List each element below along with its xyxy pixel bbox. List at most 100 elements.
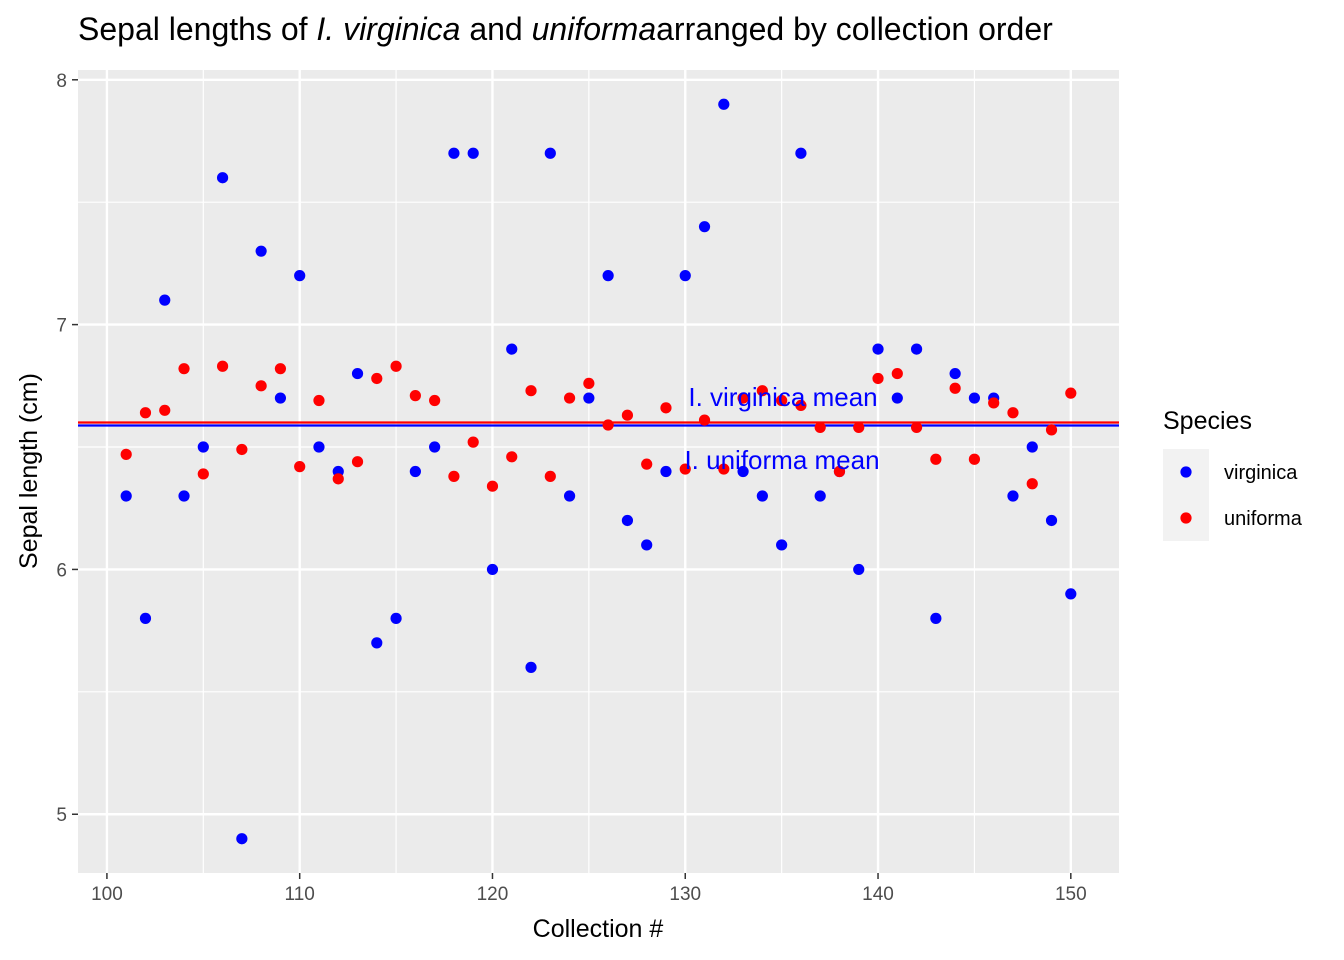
major-gridlines bbox=[78, 70, 1119, 873]
point-uniforma bbox=[968, 453, 981, 465]
point-uniforma bbox=[660, 402, 672, 414]
point-virginica bbox=[563, 490, 576, 502]
point-virginica bbox=[968, 392, 981, 404]
chart-title: Sepal lengths of I. virginica and unifor… bbox=[78, 11, 1053, 47]
x-tick-label: 150 bbox=[1055, 884, 1087, 905]
minor-gridlines bbox=[78, 70, 1119, 873]
legend-swatch-uniforma bbox=[1180, 512, 1192, 524]
point-virginica bbox=[641, 539, 653, 551]
point-uniforma bbox=[409, 390, 421, 402]
data-points bbox=[120, 98, 1077, 845]
point-uniforma bbox=[833, 465, 846, 478]
point-uniforma bbox=[159, 404, 171, 416]
chart-title-part: I. virginica bbox=[316, 11, 460, 47]
y-tick-label: 5 bbox=[56, 805, 67, 826]
point-virginica bbox=[294, 270, 306, 282]
point-uniforma bbox=[429, 394, 441, 407]
mean-annotations: I. virginica mean I. uniforma mean bbox=[684, 382, 879, 475]
y-tick-label: 6 bbox=[56, 560, 67, 581]
y-tick-label: 7 bbox=[56, 316, 67, 337]
point-virginica bbox=[795, 147, 807, 159]
legend-title: Species bbox=[1163, 407, 1252, 435]
point-uniforma bbox=[737, 392, 749, 404]
point-virginica bbox=[274, 392, 287, 404]
point-uniforma bbox=[294, 461, 306, 473]
point-virginica bbox=[891, 392, 903, 404]
point-uniforma bbox=[178, 363, 190, 375]
point-virginica bbox=[621, 514, 634, 527]
point-uniforma bbox=[544, 470, 556, 482]
point-virginica bbox=[949, 367, 961, 380]
point-virginica bbox=[120, 490, 132, 502]
point-uniforma bbox=[216, 360, 229, 372]
point-virginica bbox=[910, 343, 923, 355]
point-uniforma bbox=[390, 360, 402, 372]
point-virginica bbox=[429, 441, 441, 453]
point-uniforma bbox=[814, 421, 826, 434]
point-uniforma bbox=[525, 385, 537, 397]
point-uniforma bbox=[1026, 478, 1038, 490]
y-tick-label: 8 bbox=[56, 71, 67, 92]
point-uniforma bbox=[930, 453, 942, 465]
mean-label: I. virginica mean bbox=[688, 382, 877, 412]
point-virginica bbox=[255, 245, 267, 257]
chart-title-part: uniforma bbox=[532, 11, 657, 47]
x-axis: 100 110 120 130 140 150 bbox=[91, 873, 1087, 905]
point-uniforma bbox=[776, 394, 788, 407]
point-virginica bbox=[1065, 588, 1077, 600]
point-uniforma bbox=[506, 451, 518, 463]
point-uniforma bbox=[872, 372, 884, 385]
x-tick-label: 110 bbox=[285, 884, 315, 905]
point-virginica bbox=[1026, 441, 1038, 453]
chart-title-part: arranged by collection order bbox=[656, 11, 1053, 47]
point-uniforma bbox=[486, 480, 499, 492]
point-uniforma bbox=[756, 385, 768, 397]
point-virginica bbox=[371, 637, 383, 649]
point-uniforma bbox=[274, 363, 287, 375]
point-uniforma bbox=[467, 436, 479, 448]
x-axis-title: Collection # bbox=[533, 915, 664, 943]
point-virginica bbox=[139, 612, 152, 624]
point-virginica bbox=[178, 490, 190, 502]
point-virginica bbox=[409, 465, 421, 478]
point-uniforma bbox=[563, 392, 576, 404]
plot-panel bbox=[78, 70, 1119, 873]
point-virginica bbox=[351, 367, 364, 380]
point-virginica bbox=[525, 661, 537, 673]
point-virginica bbox=[506, 343, 518, 355]
point-uniforma bbox=[602, 419, 614, 431]
point-virginica bbox=[718, 98, 730, 110]
point-virginica bbox=[236, 833, 248, 845]
x-tick-label: 120 bbox=[477, 884, 509, 905]
point-virginica bbox=[313, 441, 325, 453]
point-virginica bbox=[583, 392, 595, 404]
point-virginica bbox=[1007, 490, 1019, 502]
point-virginica bbox=[872, 343, 884, 355]
point-uniforma bbox=[120, 448, 132, 460]
point-virginica bbox=[1045, 514, 1058, 527]
point-virginica bbox=[197, 441, 209, 453]
point-virginica bbox=[814, 490, 826, 502]
point-virginica bbox=[216, 172, 229, 184]
point-virginica bbox=[390, 612, 402, 624]
mean-lines bbox=[78, 421, 1119, 427]
point-uniforma bbox=[679, 463, 691, 475]
point-uniforma bbox=[448, 470, 460, 482]
mean-label: I. uniforma mean bbox=[684, 445, 879, 475]
point-uniforma bbox=[236, 443, 248, 456]
point-virginica bbox=[660, 465, 672, 478]
point-uniforma bbox=[197, 468, 209, 480]
point-uniforma bbox=[641, 458, 653, 470]
point-virginica bbox=[448, 147, 460, 159]
chart-title-part: and bbox=[460, 11, 531, 47]
point-uniforma bbox=[910, 421, 923, 434]
legend-label: uniforma bbox=[1224, 508, 1303, 530]
point-virginica bbox=[737, 465, 749, 478]
point-uniforma bbox=[795, 399, 807, 411]
legend-label: virginica bbox=[1224, 462, 1298, 484]
point-virginica bbox=[756, 490, 768, 502]
point-virginica bbox=[159, 294, 171, 306]
point-uniforma bbox=[988, 397, 1000, 409]
point-virginica bbox=[602, 270, 614, 282]
